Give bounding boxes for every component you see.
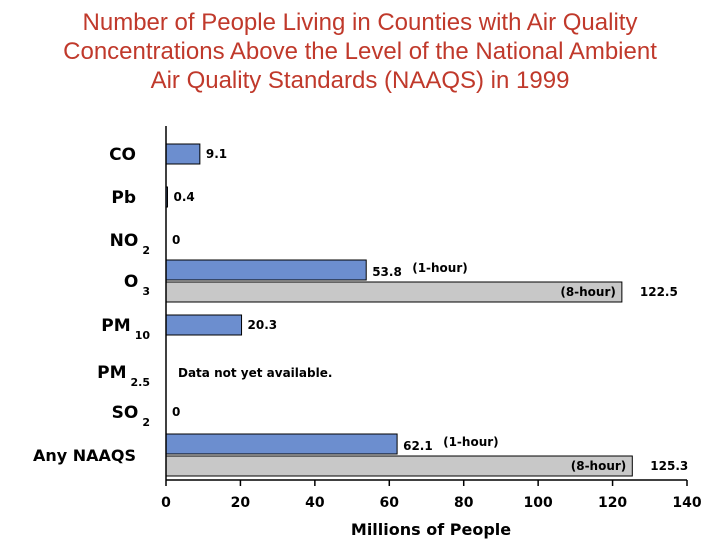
x-tick-label: 20	[231, 495, 251, 511]
data-label: 20.3	[248, 318, 278, 332]
bar-note: (8-hour)	[560, 285, 616, 299]
bar	[165, 143, 201, 165]
category-label: SO 2	[112, 403, 150, 429]
bar-note: (1-hour)	[443, 435, 499, 449]
x-tick-label: 140	[672, 495, 701, 511]
data-label: 0.4	[173, 190, 194, 204]
category-label: NO 2	[110, 231, 150, 257]
data-label: 0	[172, 405, 180, 419]
data-label: 9.1	[206, 147, 227, 161]
x-tick-label: 100	[524, 495, 553, 511]
data-label: 125.3	[650, 459, 688, 473]
x-tick-label: 40	[305, 495, 325, 511]
category-label: Any NAAQS	[33, 446, 136, 465]
bars: 9.1 0.4 0 53.8 (1-hour) 122.5 (8-hour) 20.3 0 62.…	[165, 143, 688, 477]
bar	[165, 455, 633, 477]
bar	[165, 281, 623, 303]
bar	[165, 314, 243, 336]
category-label: PM 10	[101, 316, 150, 342]
data-label: 0	[172, 233, 180, 247]
bar-note: (1-hour)	[412, 261, 468, 275]
x-tick-label: 80	[454, 495, 474, 511]
x-axis-label: Millions of People	[351, 520, 511, 539]
category-label: CO	[109, 145, 136, 165]
bar	[165, 433, 398, 455]
bar	[165, 259, 367, 281]
x-tick-label: 60	[380, 495, 400, 511]
bar-note: (8-hour)	[571, 459, 627, 473]
title-line-1: Number of People Living in Counties with…	[82, 9, 638, 36]
category-label: PM 2.5	[97, 363, 150, 389]
x-axis: 0 20 40 60 80 100 120 140	[161, 126, 702, 511]
data-label: 53.8	[372, 265, 402, 279]
chart-title: Number of People Living in Counties with…	[0, 8, 720, 95]
data-label: 122.5	[640, 285, 678, 299]
title-line-2: Concentrations Above the Level of the Na…	[63, 38, 657, 65]
annotation-text: Data not yet available.	[178, 366, 332, 380]
data-label: 62.1	[403, 439, 433, 453]
category-label: Pb	[111, 188, 136, 208]
y-axis-labels: CO Pb NO 2 O 3 PM 10 PM 2.5 SO 2 Any NAAQS	[33, 145, 150, 465]
x-tick-label: 0	[161, 495, 171, 511]
title-line-3: Air Quality Standards (NAAQS) in 1999	[150, 67, 570, 94]
x-tick-label: 120	[598, 495, 627, 511]
